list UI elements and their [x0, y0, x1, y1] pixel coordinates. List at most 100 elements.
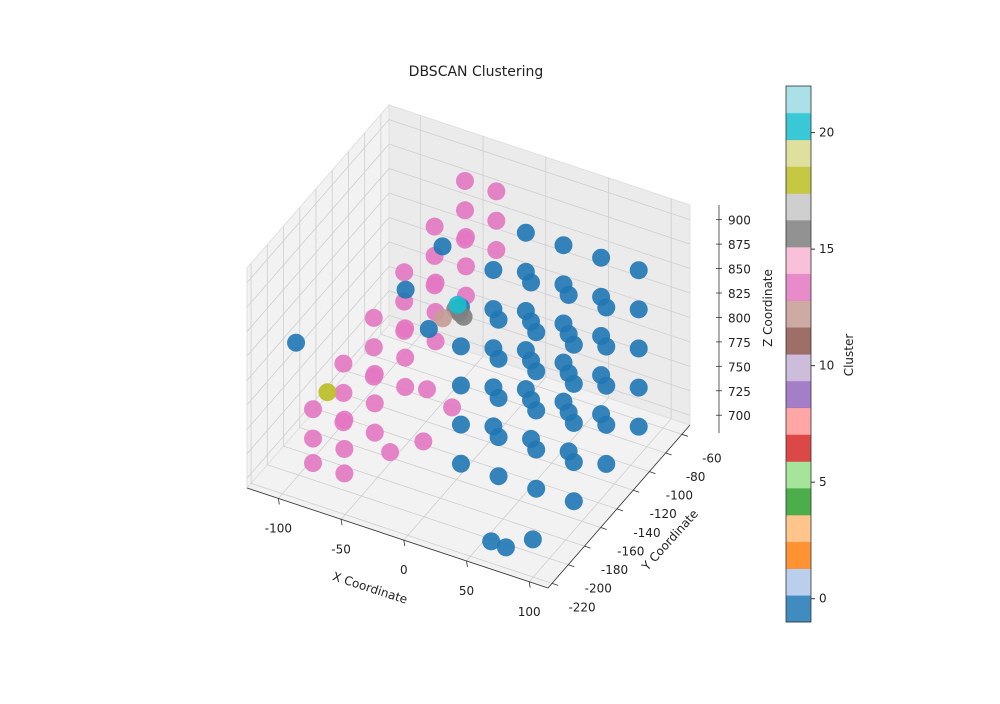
point: [455, 171, 474, 190]
colorbar-band: [786, 568, 811, 596]
y-tick-label: -200: [585, 582, 612, 596]
point: [448, 295, 467, 314]
y-tick-label: -60: [702, 451, 722, 465]
point: [418, 380, 437, 399]
point: [425, 217, 444, 236]
z-tick-label: 725: [728, 385, 751, 399]
point: [425, 276, 444, 295]
x-tick-label: 0: [400, 563, 408, 577]
y-tick-label: -160: [617, 544, 644, 558]
colorbar-band: [786, 246, 811, 275]
point: [395, 321, 414, 340]
colorbar-band: [786, 514, 811, 543]
tick-mark: [600, 527, 607, 530]
colorbar-band: [786, 541, 811, 569]
point: [597, 376, 616, 395]
x-axis-line: [246, 487, 549, 589]
point: [365, 423, 384, 442]
point: [365, 394, 384, 413]
y-tick-label: -80: [686, 470, 706, 484]
point: [629, 339, 648, 358]
point: [395, 263, 414, 282]
point: [287, 333, 306, 352]
colorbar-band: [786, 86, 811, 114]
point: [527, 362, 546, 381]
point: [419, 319, 438, 338]
colorbar-band: [786, 327, 811, 355]
grid-line: [246, 143, 390, 308]
tick-mark: [466, 560, 468, 567]
tick-mark: [551, 582, 559, 586]
point: [304, 454, 323, 473]
tick-mark: [616, 508, 624, 512]
colorbar-band: [786, 273, 811, 301]
point: [396, 378, 415, 397]
point: [304, 429, 323, 448]
grid-line: [246, 314, 390, 479]
colorbar-band: [786, 461, 811, 489]
z-tick-label: 900: [728, 214, 751, 228]
z-tick-label: 775: [728, 336, 751, 350]
x-tick-label: -100: [265, 521, 292, 535]
tick-mark: [277, 498, 280, 505]
point: [451, 415, 470, 434]
y-tick-label: -180: [601, 563, 628, 577]
point: [516, 223, 535, 242]
colorbar-frame: [785, 85, 812, 623]
point: [489, 428, 508, 447]
x-tick-label: -50: [331, 542, 351, 556]
colorbar: 0 5 10 15 20 Cluster: [785, 85, 856, 623]
point: [489, 388, 508, 407]
tick-mark: [681, 433, 689, 437]
y-tick-label: -120: [650, 507, 677, 521]
point: [629, 417, 648, 436]
point: [396, 280, 415, 299]
y-tick-label: -140: [633, 526, 660, 540]
x-tick-label: 100: [518, 605, 541, 619]
point: [335, 439, 354, 458]
point: [564, 492, 583, 511]
z-tick-label: 875: [728, 238, 751, 252]
point: [334, 354, 353, 373]
colorbar-band: [786, 193, 811, 221]
point: [629, 300, 648, 319]
point: [396, 348, 415, 367]
grid-line: [246, 217, 390, 381]
grid-line: [388, 119, 691, 221]
point: [364, 308, 383, 327]
point: [381, 443, 400, 462]
point: [564, 413, 583, 432]
point: [334, 383, 353, 402]
point: [527, 323, 546, 342]
grid-line: [246, 192, 390, 357]
tick-mark: [584, 545, 591, 549]
point: [443, 398, 462, 417]
point: [629, 378, 648, 397]
grid-line: [388, 143, 691, 245]
grid-line: [364, 352, 666, 454]
point: [487, 211, 506, 230]
point: [335, 464, 354, 483]
point: [597, 337, 616, 356]
point: [527, 401, 546, 420]
x-axis-label: X Coordinate: [331, 569, 409, 606]
y-tick-label: -100: [666, 489, 693, 503]
point: [433, 309, 452, 328]
grid-line: [246, 266, 390, 430]
grid-line: [250, 482, 553, 584]
point: [564, 335, 583, 354]
colorbar-band: [786, 595, 811, 623]
colorbar-band: [786, 488, 811, 516]
x-tick-label: 50: [459, 584, 474, 598]
grid-line: [403, 376, 547, 541]
tick-mark: [528, 581, 531, 588]
point: [484, 260, 503, 279]
y-tick-label: -220: [568, 600, 595, 614]
point: [482, 532, 501, 551]
z-tick-label: 800: [728, 311, 751, 325]
z-tick-label: 825: [728, 287, 751, 301]
point: [559, 285, 578, 304]
point: [456, 257, 475, 276]
